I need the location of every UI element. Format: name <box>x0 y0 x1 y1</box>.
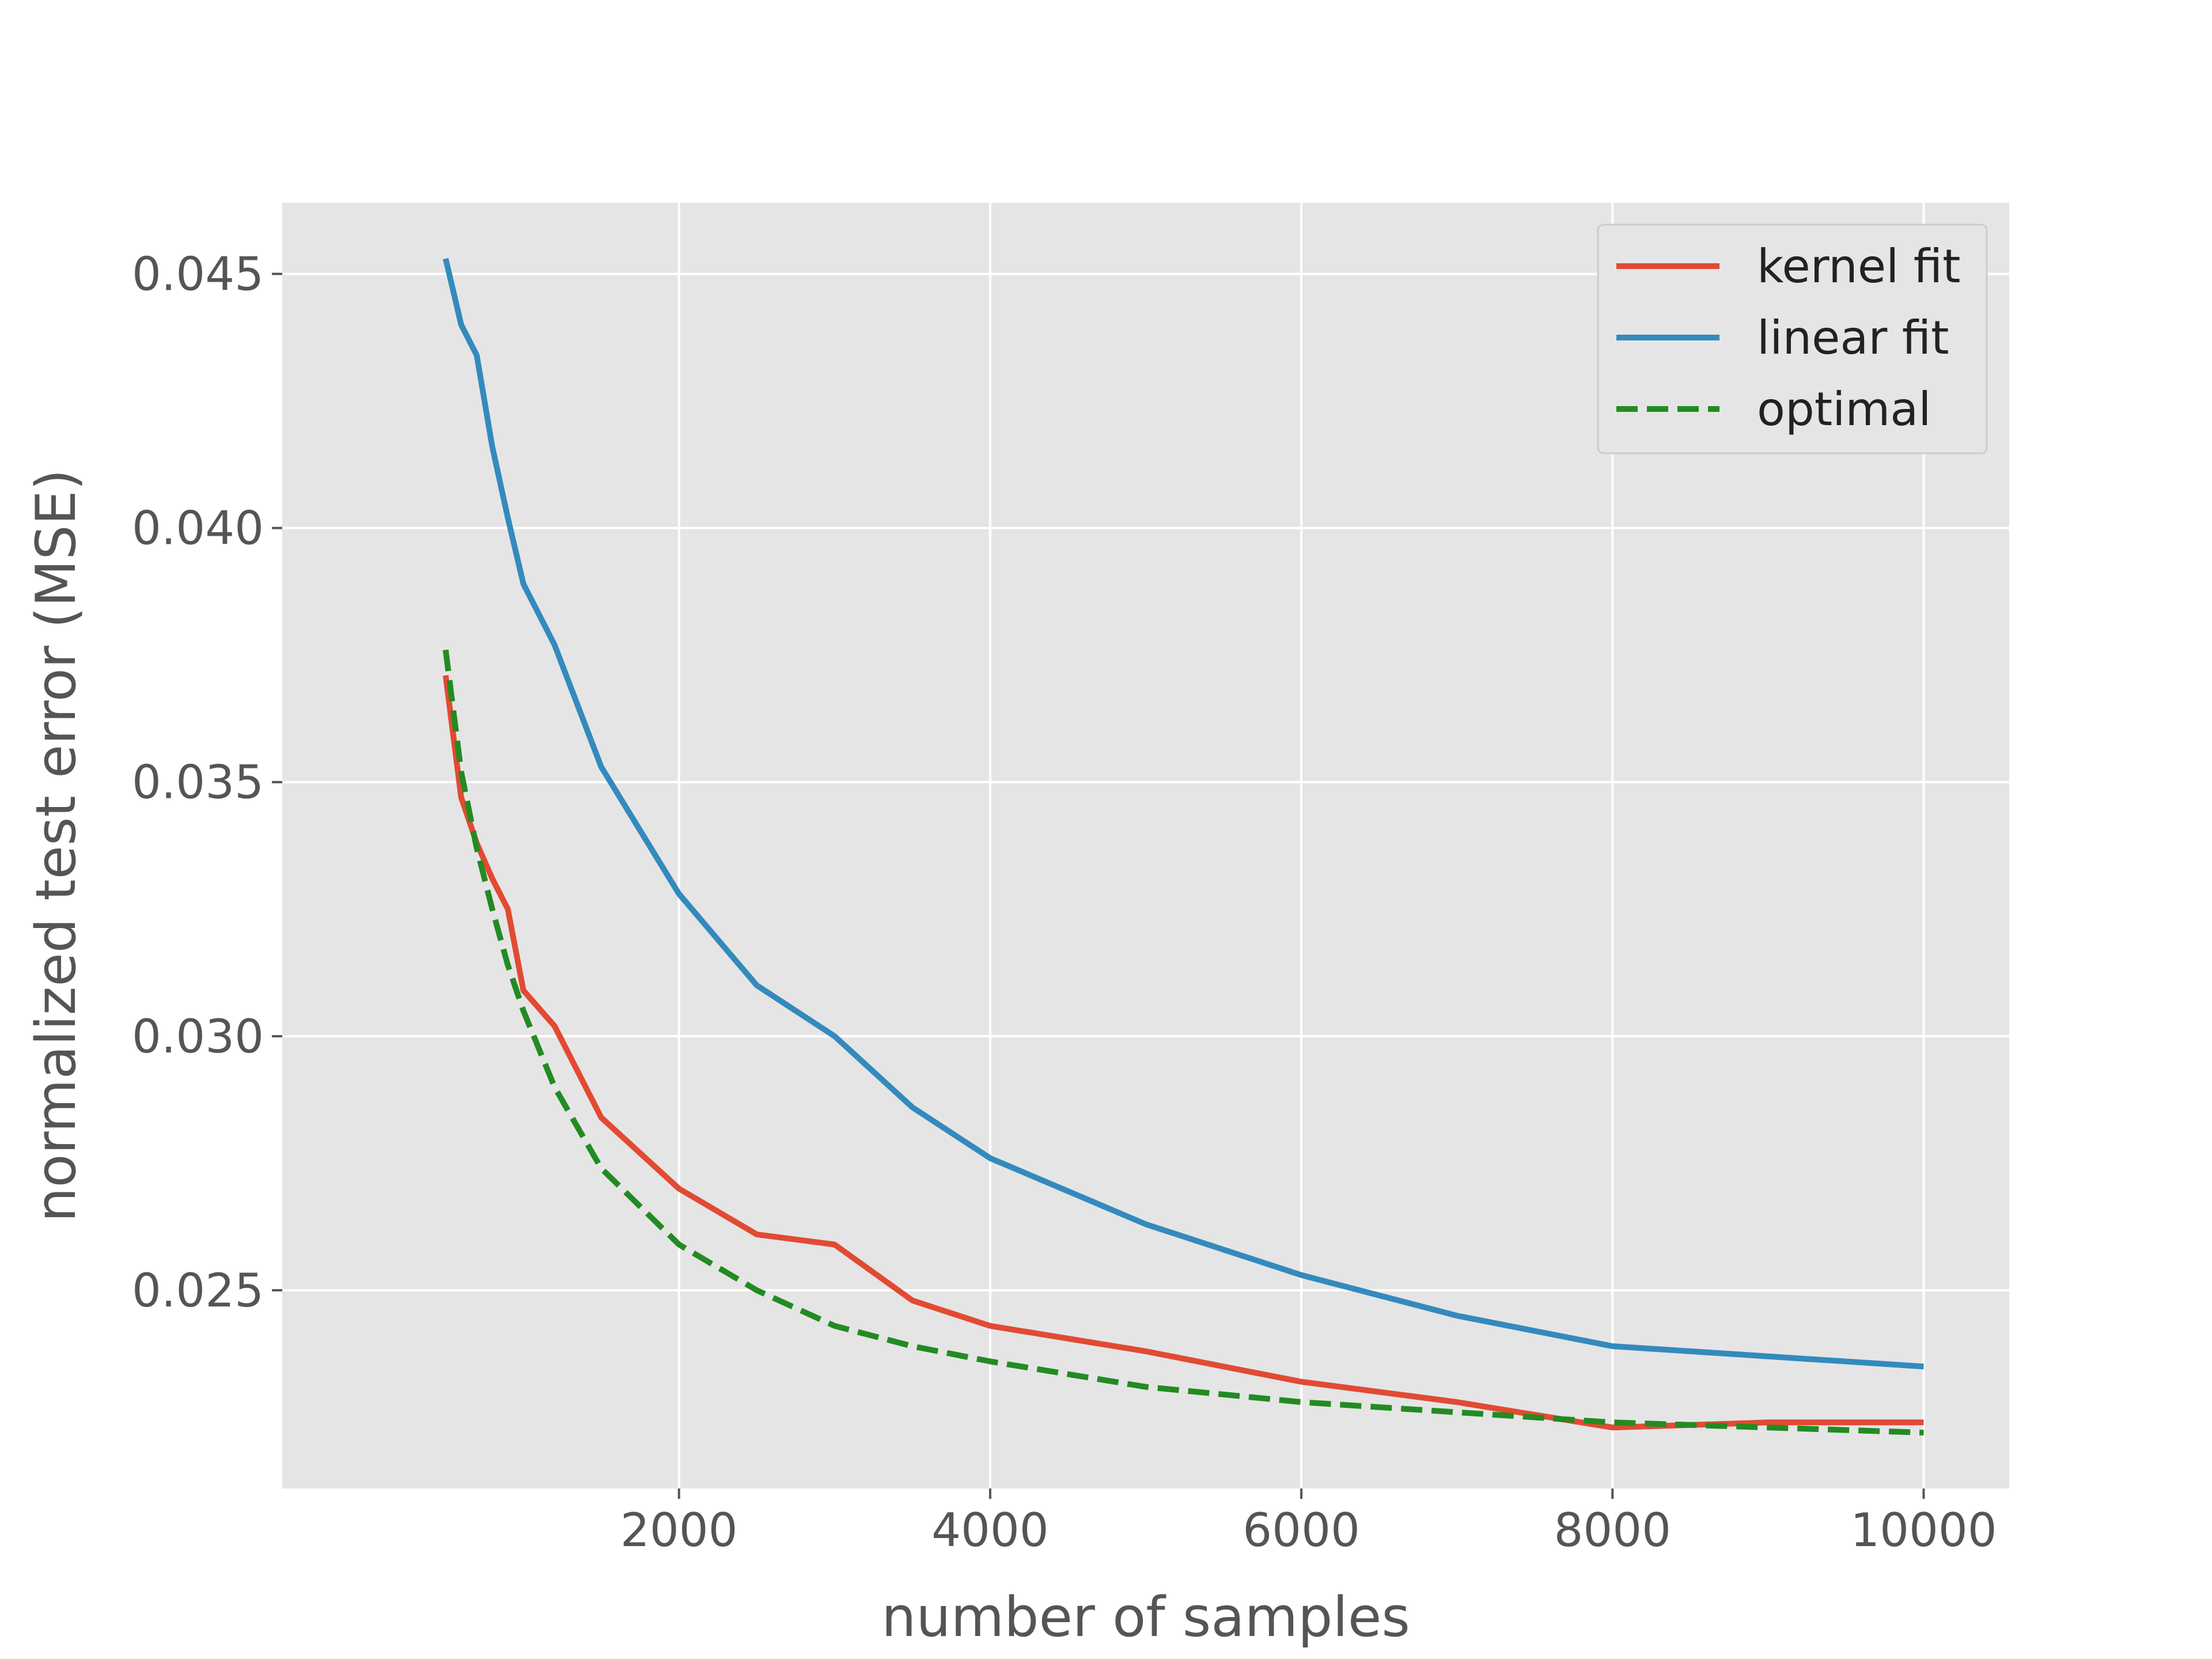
legend-box <box>1597 224 1988 454</box>
series-line-kernel-fit <box>442 675 1924 1431</box>
y-tick-label: 0.025 <box>132 1264 264 1317</box>
legend-label: kernel fit <box>1757 240 1961 293</box>
x-tick-label: 6000 <box>1243 1503 1360 1557</box>
legend-label: linear fit <box>1757 311 1949 365</box>
x-tick-label: 8000 <box>1554 1503 1671 1557</box>
legend-label: optimal <box>1757 382 1931 436</box>
y-axis-ticks: 0.025 0.030 0.035 0.040 0.045 <box>132 248 282 1317</box>
y-axis-label: normalized test error (MSE) <box>25 469 88 1222</box>
x-tick-label: 4000 <box>931 1503 1049 1557</box>
x-axis-label: number of samples <box>881 1586 1410 1649</box>
y-tick-label: 0.035 <box>132 756 264 809</box>
x-tick-label: 10000 <box>1850 1503 1997 1557</box>
y-tick-label: 0.045 <box>132 248 264 301</box>
y-tick-label: 0.040 <box>132 502 264 555</box>
series-line-optimal <box>442 649 1924 1435</box>
x-axis-ticks: 2000 4000 6000 8000 10000 <box>620 1488 1997 1557</box>
series-line-linear-fit <box>442 257 1924 1370</box>
x-tick-label: 2000 <box>620 1503 738 1557</box>
series-layer <box>442 257 1924 1435</box>
y-tick-label: 0.030 <box>132 1010 264 1063</box>
legend: kernel fit linear fit optimal <box>1597 224 1988 454</box>
